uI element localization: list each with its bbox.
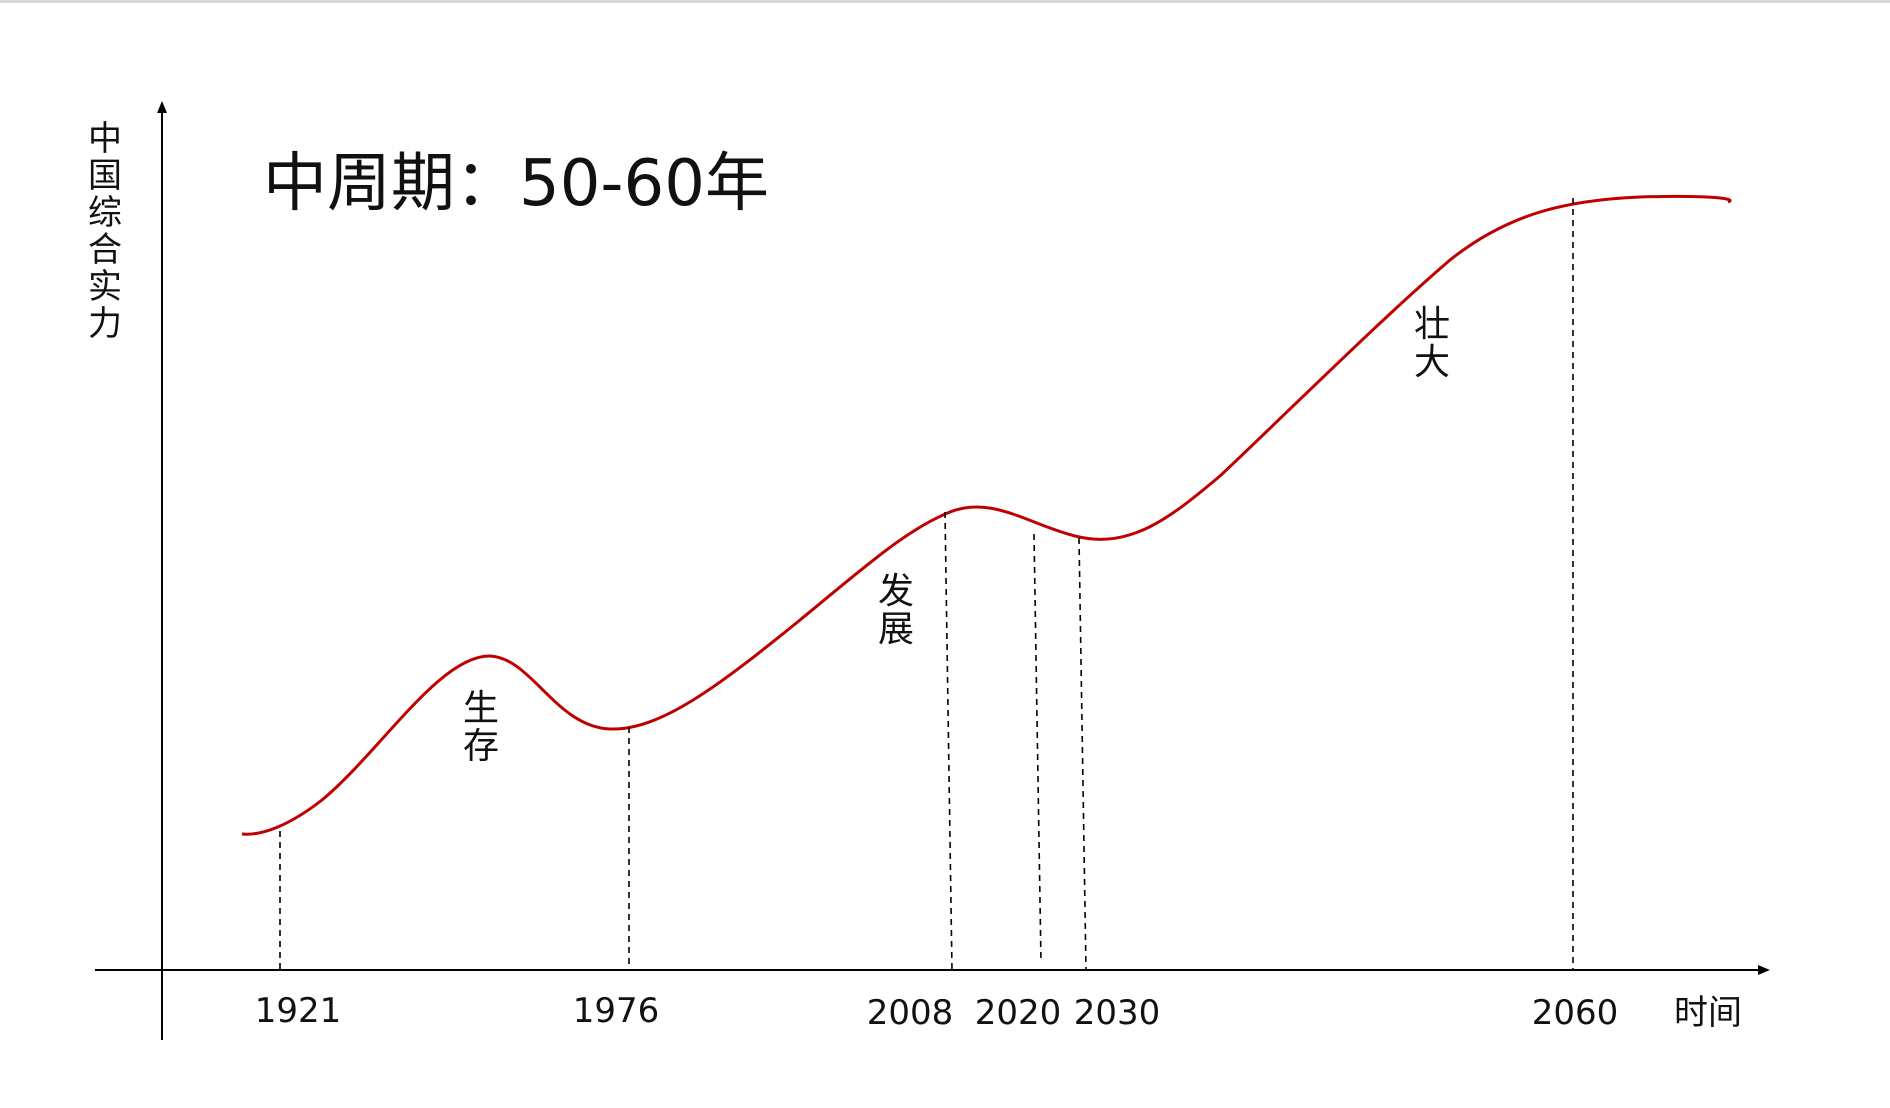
dashline-2008 <box>945 512 952 970</box>
year-label-2030: 2030 <box>1074 993 1161 1033</box>
stage-label-survival: 生存 <box>463 688 499 767</box>
year-label-1921: 1921 <box>255 991 342 1031</box>
top-border <box>0 0 1890 3</box>
projection-lines <box>280 198 1573 970</box>
year-label-1976: 1976 <box>573 991 660 1031</box>
dashline-2030 <box>1079 538 1086 970</box>
stage-label-growth: 壮大 <box>1414 304 1450 383</box>
year-label-2060: 2060 <box>1532 993 1619 1033</box>
diagram-title: 中周期：50-60年 <box>263 147 769 221</box>
x-axis-label: 时间 <box>1674 993 1742 1033</box>
stage-label-development: 发展 <box>878 571 914 650</box>
y-axis-label: 中国综合实力 <box>88 119 122 344</box>
year-label-2020: 2020 <box>975 993 1062 1033</box>
year-label-2008: 2008 <box>867 993 954 1033</box>
dashline-2020 <box>1034 534 1041 962</box>
